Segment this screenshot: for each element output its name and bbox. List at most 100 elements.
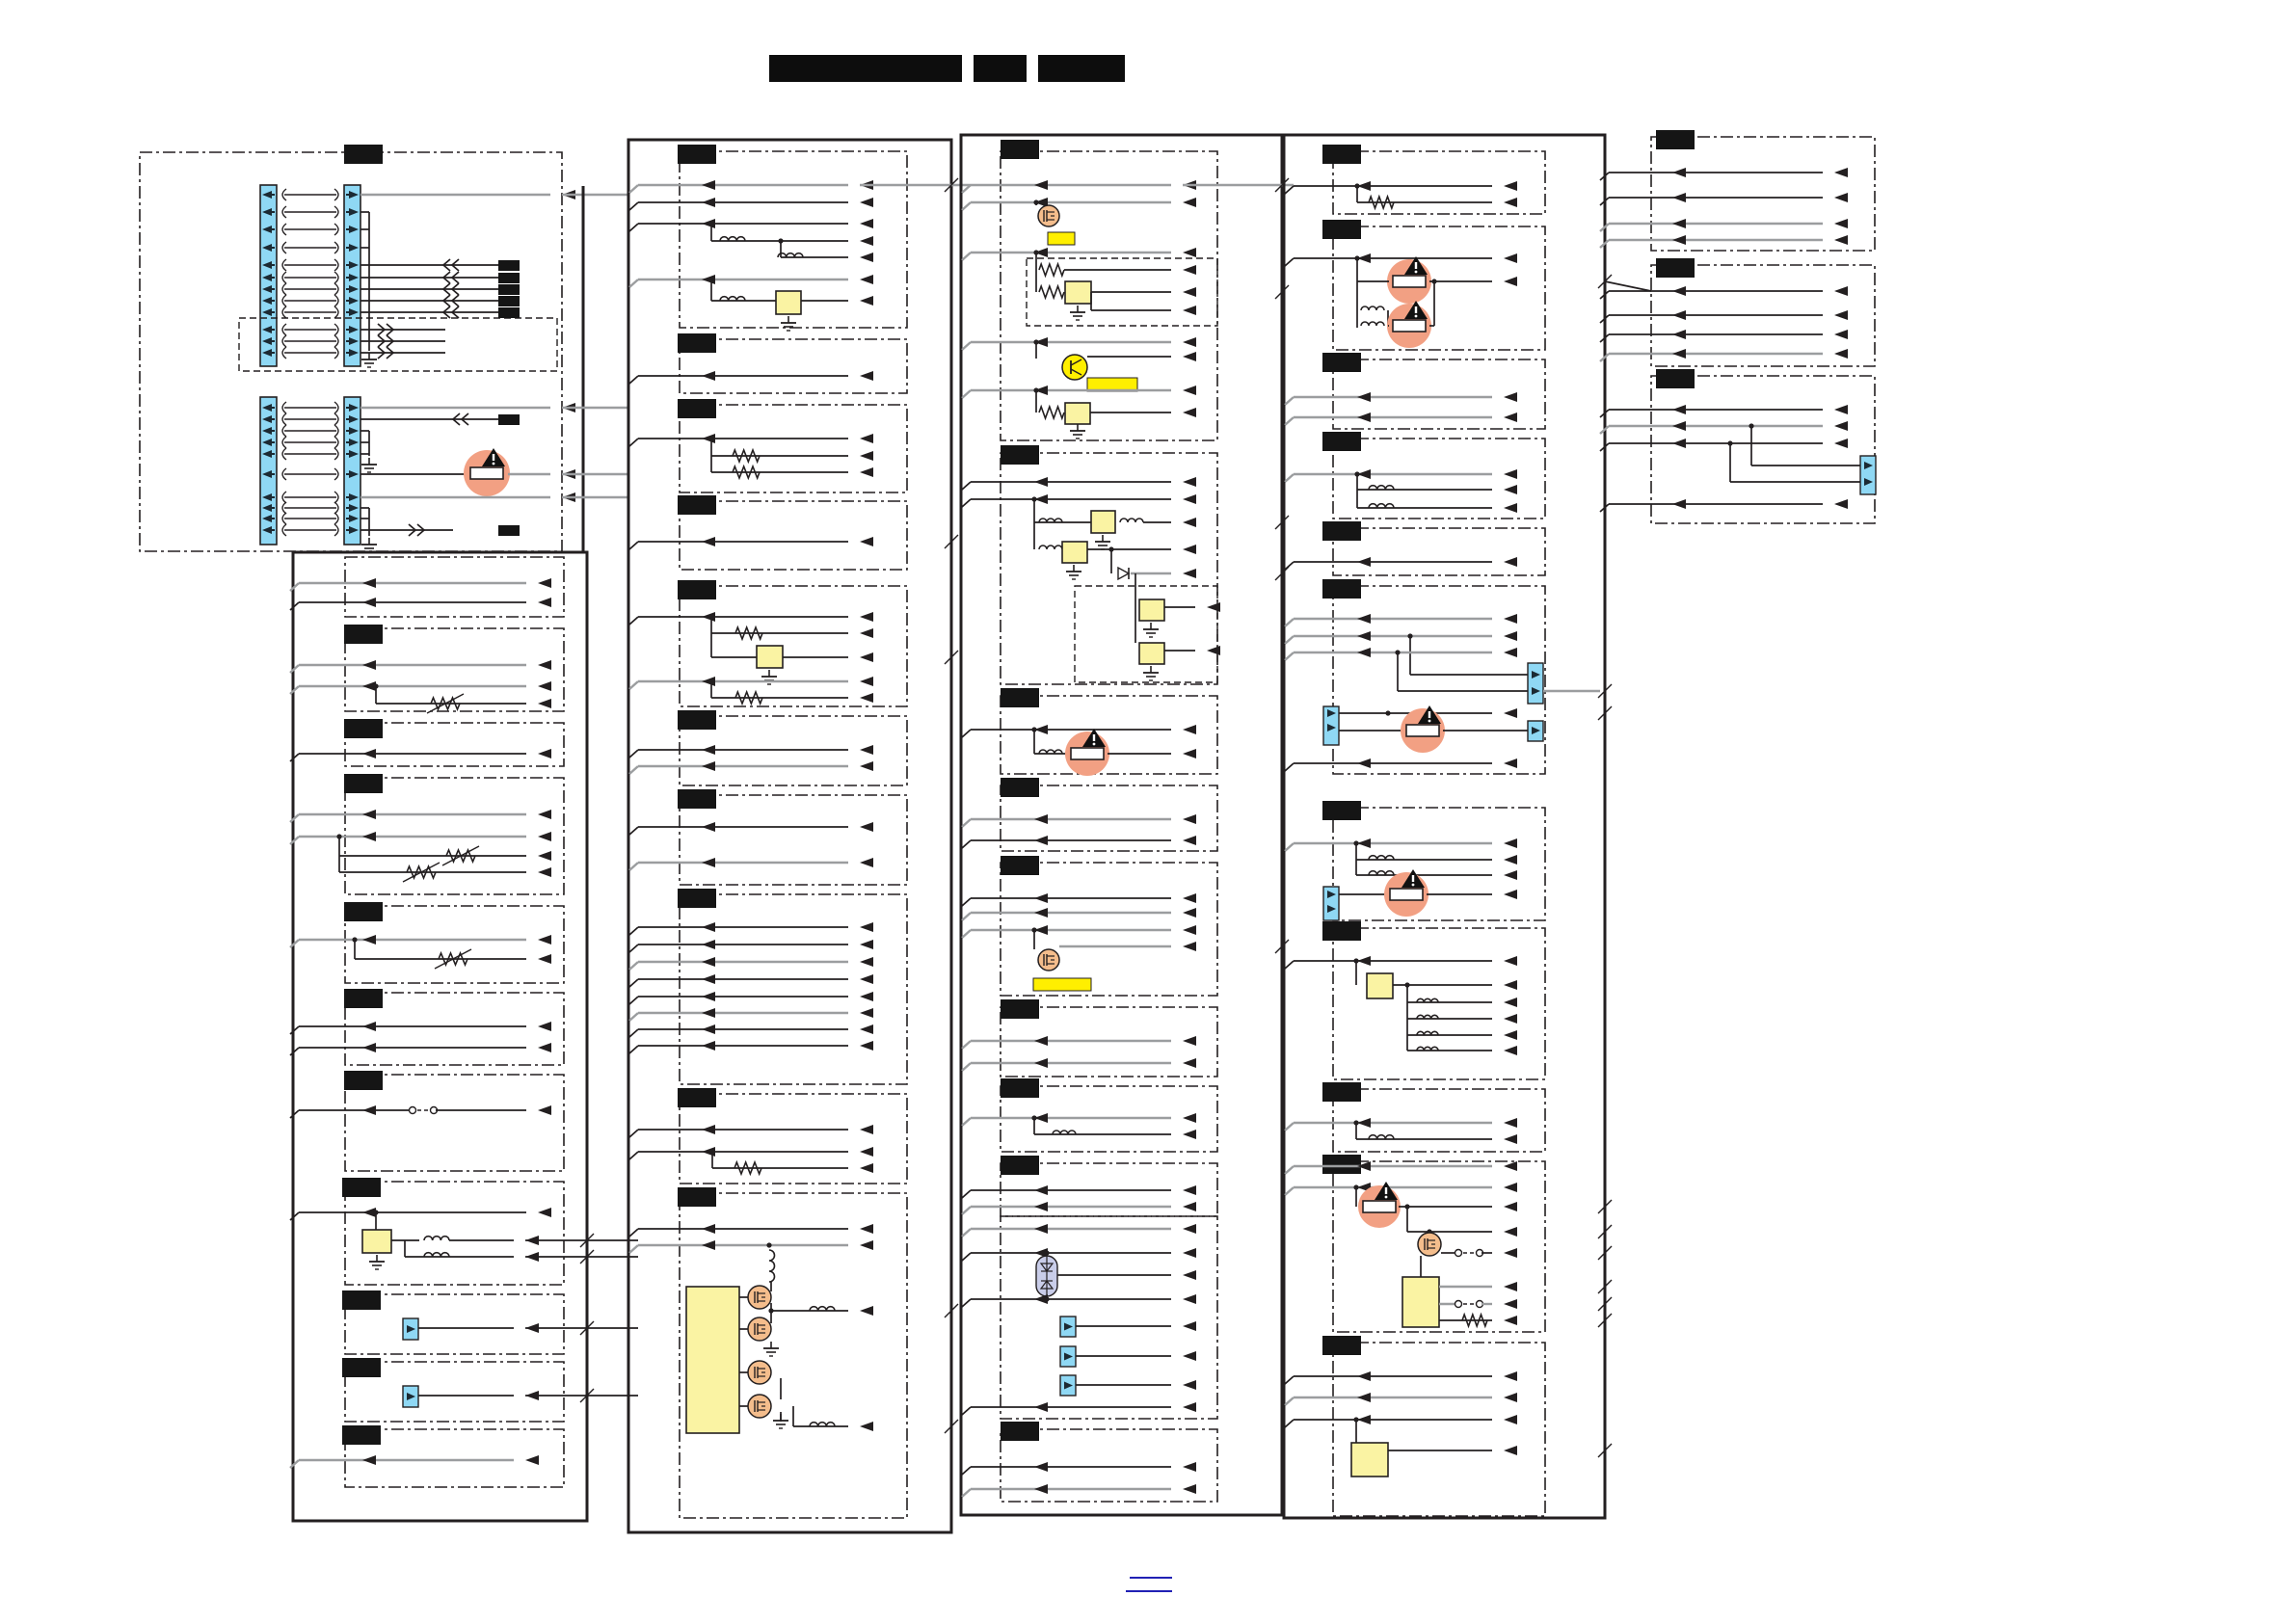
wire: [1599, 235, 1848, 249]
redacted-label: [678, 333, 716, 353]
wire: [418, 1323, 539, 1333]
component-block: [1332, 585, 1546, 775]
fuse-warning-icon: [464, 448, 510, 496]
wire: [961, 1185, 1196, 1199]
junction: [1044, 1296, 1050, 1302]
inductor: [1368, 869, 1395, 876]
transistor-icon: [1061, 354, 1088, 381]
wire: [771, 1306, 873, 1316]
wire: [1284, 1415, 1517, 1428]
wire: [628, 612, 873, 625]
wire: [1407, 1046, 1517, 1055]
module-box: [1282, 133, 1607, 1520]
wire: [711, 467, 873, 477]
module-box: [627, 138, 953, 1534]
component-block: [344, 1293, 565, 1355]
redacted-label: [1001, 856, 1039, 875]
wire: [1064, 265, 1196, 275]
component-block: [1332, 1160, 1546, 1333]
wire-hop: [944, 1419, 959, 1434]
wire: [961, 908, 1196, 921]
ground-icon: [763, 1342, 779, 1357]
wire: [1599, 349, 1848, 362]
inductor: [1368, 854, 1395, 861]
switch: [1454, 1248, 1484, 1258]
inductor: [1416, 1030, 1439, 1036]
redacted-label: [1656, 258, 1695, 278]
sub-block: [1074, 585, 1218, 683]
wire: [1599, 439, 1848, 452]
redacted-label: [1322, 353, 1361, 372]
ground-icon: [1143, 666, 1159, 681]
redacted-label: [678, 1088, 716, 1107]
wire: [628, 219, 873, 232]
wire: [628, 537, 873, 550]
wire: [628, 745, 873, 758]
wire-hop: [1597, 1296, 1613, 1312]
redacted-label: [1001, 688, 1039, 707]
wire: [961, 248, 1196, 261]
chevron-arrows-icon: [451, 412, 469, 426]
wire: [961, 1036, 1196, 1050]
pin-wires: [281, 188, 339, 359]
wire: [1284, 469, 1517, 483]
inductor: [1368, 1133, 1395, 1140]
wire: [1599, 193, 1848, 206]
redacted-label: [1322, 145, 1361, 164]
wire: [628, 275, 873, 288]
wire: [289, 1208, 551, 1221]
footer-link[interactable]: [1126, 1577, 1172, 1592]
component-block: [344, 992, 565, 1066]
wire: [628, 822, 873, 836]
inductor: [809, 1421, 836, 1427]
component-block: [344, 556, 565, 618]
redacted-label: [1001, 1078, 1039, 1098]
wire: [1393, 980, 1517, 990]
wire: [961, 725, 1196, 738]
mosfet-icon: [1417, 1232, 1442, 1257]
inductor: [719, 295, 746, 302]
wire: [1357, 485, 1517, 494]
junction: [766, 1242, 772, 1248]
wire: [961, 337, 1196, 351]
redacted-label: [1322, 432, 1361, 451]
wire: [1429, 277, 1517, 286]
wire: [961, 386, 1196, 399]
wire: [961, 1113, 1196, 1127]
wire: [781, 253, 873, 262]
wire: [1284, 956, 1517, 970]
pin-wires: [281, 401, 339, 537]
component-box: [685, 1286, 740, 1434]
wire: [628, 992, 873, 1005]
wire: [628, 1224, 873, 1237]
chevron-arrows-icon: [377, 346, 395, 359]
component-block: [1650, 136, 1876, 252]
wire: [628, 434, 873, 447]
wire: [1284, 1183, 1517, 1196]
wire: [1284, 557, 1517, 571]
wire: [961, 1402, 1196, 1416]
mosfet-icon: [747, 1394, 772, 1419]
wire: [628, 371, 873, 385]
wire: [801, 296, 873, 306]
component-block: [679, 150, 908, 329]
wire-hop: [579, 1249, 595, 1264]
ground-icon: [1070, 306, 1085, 321]
redacted-title: [974, 55, 1027, 82]
inductor: [1368, 484, 1395, 491]
redacted-label: [1001, 999, 1039, 1019]
wire-hop: [1274, 177, 1290, 193]
component-box: [1402, 1276, 1440, 1328]
component-box: [1064, 402, 1091, 425]
component-block: [344, 905, 565, 984]
fuse-warning-icon: [1401, 705, 1445, 753]
redacted-label: [1001, 140, 1039, 159]
component-block: [344, 722, 565, 767]
wire: [628, 1147, 873, 1160]
inductor: [1038, 518, 1063, 523]
wire: [1059, 942, 1196, 951]
component-block: [1332, 1342, 1546, 1517]
mosfet-icon: [1037, 204, 1060, 227]
redacted-label: [678, 145, 716, 164]
